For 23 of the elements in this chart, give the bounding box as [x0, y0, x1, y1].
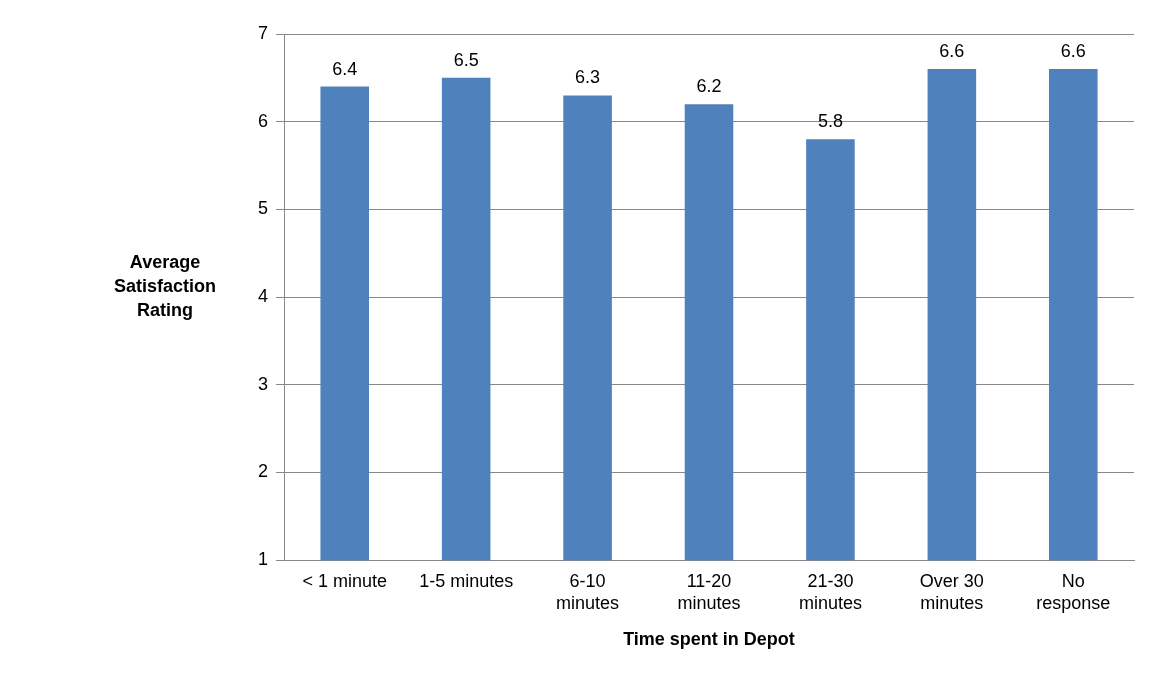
data-label: 6.6	[939, 41, 965, 62]
y-tick-label: 5	[258, 198, 269, 219]
x-axis-title: Time spent in Depot	[623, 629, 795, 650]
y-axis-title: Average Satisfaction Rating	[113, 251, 217, 322]
data-label: 6.5	[453, 49, 479, 70]
data-label: 6.4	[332, 58, 358, 79]
x-tick-label: 1-5 minutes	[419, 570, 514, 591]
x-tick-label: 21-30 minutes	[798, 570, 862, 613]
y-tick-label: 2	[258, 461, 269, 482]
x-tick-label: < 1 minute	[302, 570, 388, 591]
x-tick-label: Over 30 minutes	[919, 570, 984, 613]
x-tick-label: 6-10 minutes	[556, 570, 620, 613]
data-label: 6.3	[575, 67, 601, 88]
data-label: 6.6	[1060, 41, 1086, 62]
data-label: 5.8	[817, 111, 843, 132]
data-label: 6.2	[696, 76, 722, 97]
x-tick-label: 11-20 minutes	[677, 570, 741, 613]
y-tick-label: 4	[258, 286, 269, 307]
y-tick-label: 6	[258, 110, 269, 131]
y-tick-label: 7	[258, 22, 269, 43]
y-tick-label: 1	[258, 549, 269, 570]
y-tick-label: 3	[258, 373, 269, 394]
x-tick-label: No response	[1036, 570, 1111, 613]
